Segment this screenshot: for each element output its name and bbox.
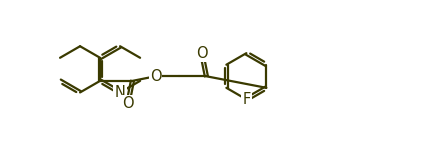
Text: N: N: [115, 85, 125, 100]
Text: O: O: [122, 96, 133, 111]
Text: O: O: [196, 46, 207, 61]
Text: F: F: [242, 92, 250, 107]
Text: O: O: [150, 69, 162, 84]
